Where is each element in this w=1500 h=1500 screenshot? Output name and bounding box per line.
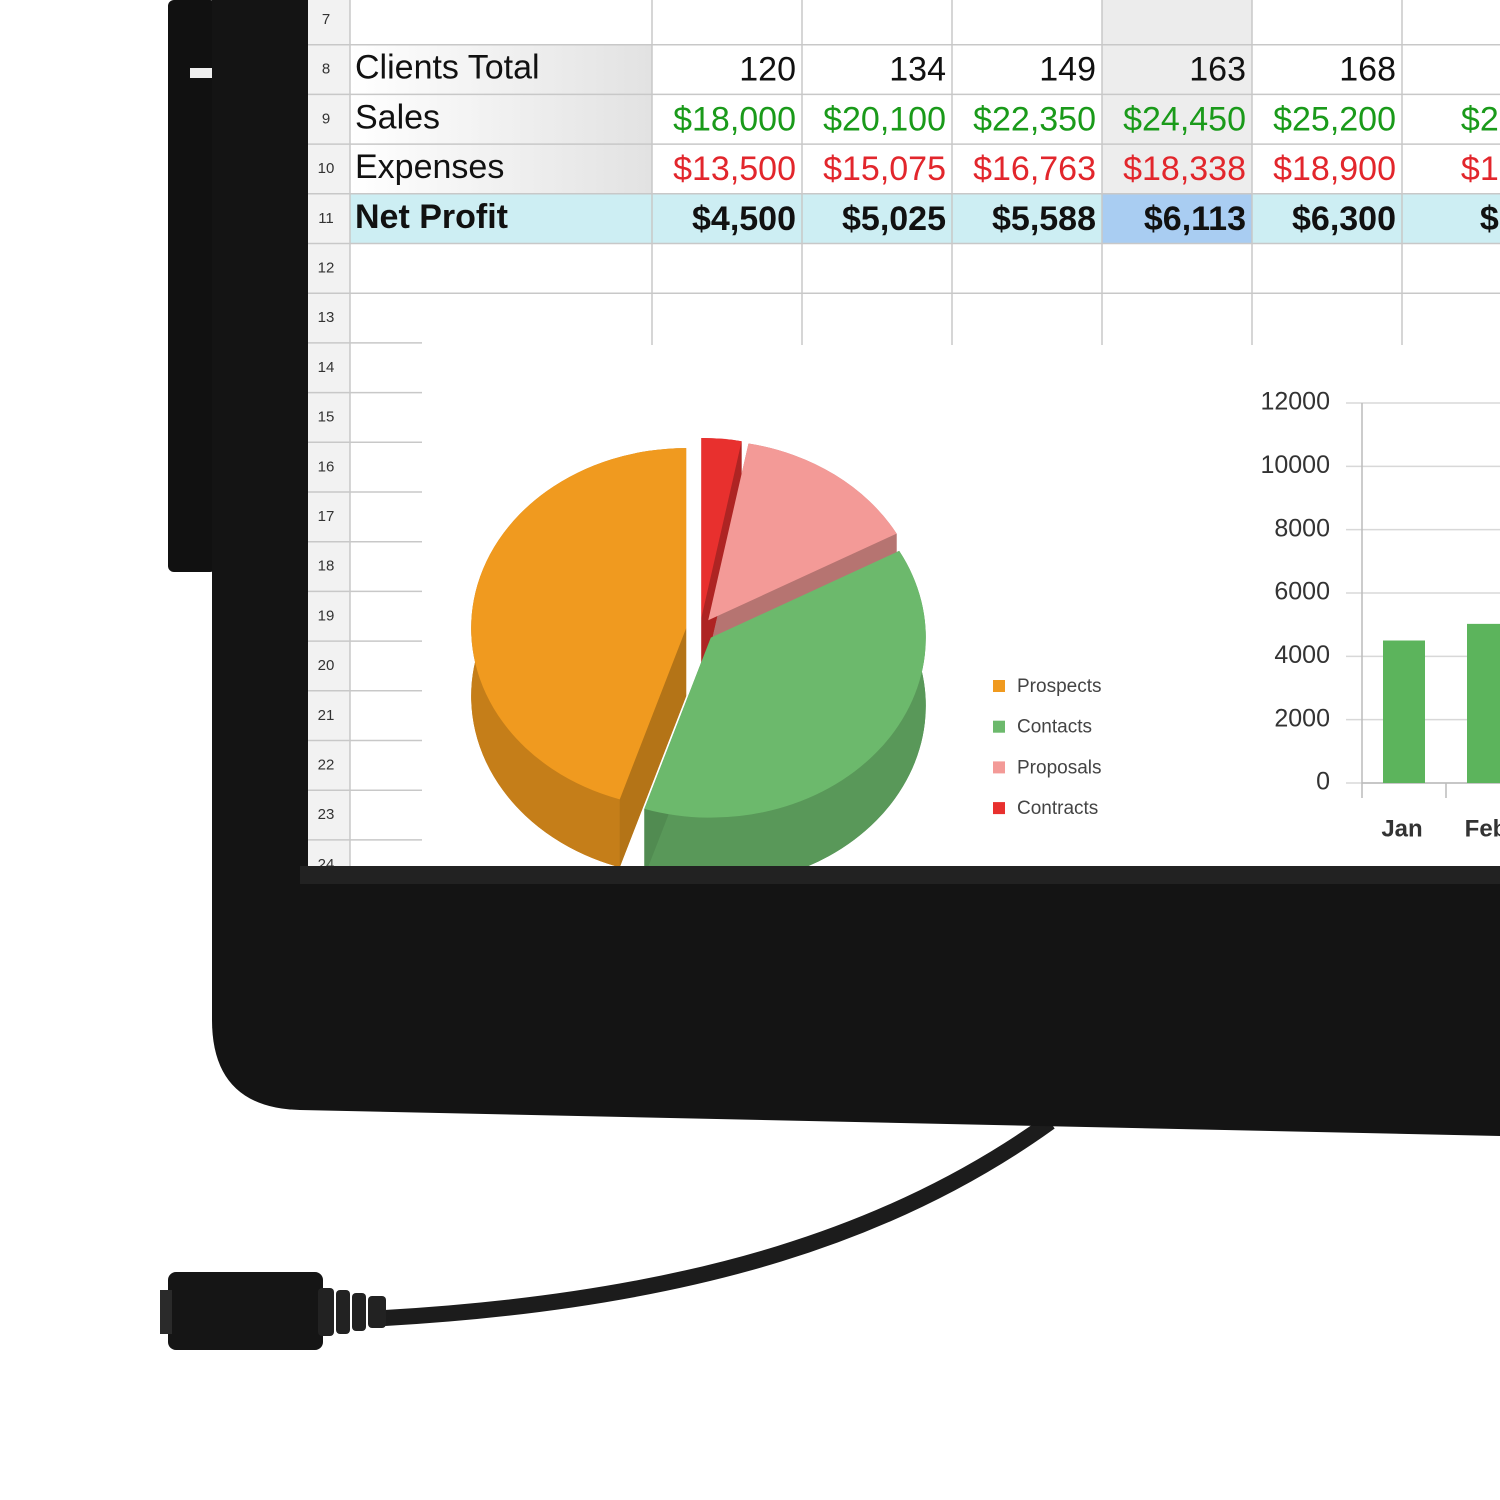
selected-column-header xyxy=(1102,0,1252,47)
y-tick-label: 0 xyxy=(1316,768,1330,796)
row-label: Sales xyxy=(355,98,440,136)
slice-edge xyxy=(619,448,687,866)
label-cell-bg xyxy=(350,193,652,244)
bump-notch xyxy=(190,68,214,78)
row-number: 12 xyxy=(318,259,335,276)
row-number: 11 xyxy=(318,210,334,227)
cell-value: $6,113 xyxy=(1144,200,1246,238)
row-number: 23 xyxy=(318,806,335,823)
cell-value: $20,100 xyxy=(823,100,946,138)
cell-value: $18,000 xyxy=(673,100,796,138)
cell-value: $5,588 xyxy=(992,200,1096,238)
cell-value: 163 xyxy=(1189,51,1246,89)
spreadsheet-screen: 7 8 9 10 11 12 13 14 15 16 17 18 19 20 21 22 23 24 Clients… xyxy=(308,0,1500,873)
selected-column-cell xyxy=(1102,94,1252,145)
x-tick-label: Feb xyxy=(1465,815,1500,842)
cell-value: $13,500 xyxy=(673,150,796,188)
cell-value: $26,1 xyxy=(1461,100,1500,138)
row-number: 24 xyxy=(318,856,335,873)
pie-slice xyxy=(701,438,742,619)
row-label: Net Profit xyxy=(355,198,508,236)
y-tick-label: 2000 xyxy=(1274,704,1330,732)
connector-tip xyxy=(160,1290,172,1334)
cell-value: 134 xyxy=(889,51,946,89)
row-number: 9 xyxy=(322,110,330,127)
y-tick-label: 12000 xyxy=(1260,388,1330,416)
row-number: 8 xyxy=(322,61,330,78)
legend-label: Contracts xyxy=(1017,798,1098,819)
bezel-lip xyxy=(300,866,1500,884)
side-bump xyxy=(168,0,216,572)
y-tick-label: 4000 xyxy=(1274,641,1330,669)
slice-rim xyxy=(644,550,926,866)
cell-value: $6,5 xyxy=(1480,200,1500,238)
pie-slice xyxy=(708,443,897,621)
cell-value: $6,300 xyxy=(1292,200,1396,238)
cell-value: 120 xyxy=(739,51,796,89)
y-tick-label: 8000 xyxy=(1274,514,1330,542)
row-number: 13 xyxy=(318,309,335,326)
row-number: 18 xyxy=(318,558,335,575)
legend-label: Prospects xyxy=(1017,676,1101,697)
pie-slice xyxy=(644,550,926,818)
connector xyxy=(168,1272,323,1350)
cell-value: $16,763 xyxy=(973,150,1096,188)
row-number: 22 xyxy=(318,756,335,773)
label-cell-bg xyxy=(350,144,652,194)
bar xyxy=(1383,640,1425,783)
selected-cell xyxy=(1102,193,1252,244)
y-tick-label: 6000 xyxy=(1274,578,1330,606)
legend-label: Contacts xyxy=(1017,717,1092,738)
row-number: 20 xyxy=(318,657,335,674)
cell-value: $25,200 xyxy=(1273,100,1396,138)
pie-slice xyxy=(471,448,687,800)
legend-swatch xyxy=(993,720,1005,733)
legend-swatch xyxy=(993,761,1005,774)
row-number: 16 xyxy=(318,458,335,475)
slice-edge xyxy=(701,438,742,687)
bar xyxy=(1467,623,1500,783)
cell-value: $22,350 xyxy=(973,100,1096,138)
connector-ribs xyxy=(318,1288,386,1336)
row-label: Clients Total xyxy=(355,49,540,87)
row-number: 10 xyxy=(318,160,335,177)
row-highlight xyxy=(652,193,1500,244)
cell-value: 149 xyxy=(1039,51,1096,89)
row-number: 14 xyxy=(318,359,335,376)
row-label: Expenses xyxy=(355,148,504,186)
cell-value: $19,5 xyxy=(1461,150,1500,188)
row-number: 7 xyxy=(322,11,330,28)
row-number: 19 xyxy=(318,607,335,624)
cell-value: $15,075 xyxy=(823,150,946,188)
y-tick-label: 10000 xyxy=(1260,451,1330,479)
row-number: 15 xyxy=(318,409,335,426)
row-number: 17 xyxy=(318,508,335,525)
cell-value: $24,450 xyxy=(1123,100,1246,138)
legend-label: Proposals xyxy=(1017,757,1102,778)
selected-column-cell xyxy=(1102,144,1252,194)
row-number: 21 xyxy=(318,707,335,724)
cell-value: $5,025 xyxy=(842,200,946,238)
cell-value: $18,338 xyxy=(1123,150,1246,188)
cell-value: 168 xyxy=(1339,51,1396,89)
label-cell-bg xyxy=(350,44,652,95)
cell-value: $4,500 xyxy=(692,200,796,238)
row-header-column xyxy=(308,0,350,866)
legend-swatch xyxy=(993,802,1005,815)
legend-swatch xyxy=(993,680,1005,692)
cable xyxy=(384,1115,1055,1326)
label-cell-bg xyxy=(350,94,652,145)
selected-column-cell xyxy=(1102,44,1252,95)
x-tick-label: Jan xyxy=(1381,815,1422,842)
cell-value: $18,900 xyxy=(1273,150,1396,188)
